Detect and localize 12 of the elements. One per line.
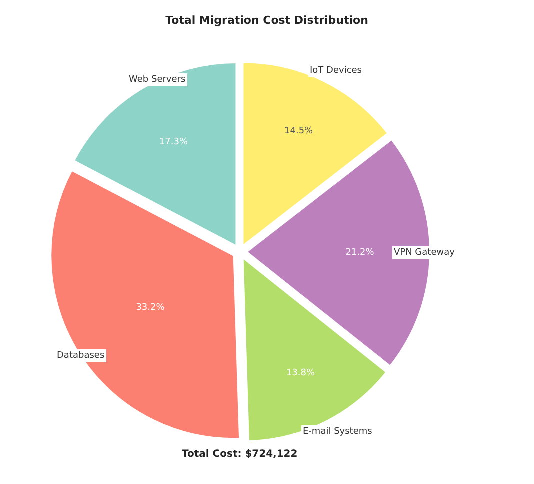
data-label: 17.3% <box>159 138 188 148</box>
data-label: 21.2% <box>346 248 375 258</box>
data-label: 14.5% <box>284 126 314 136</box>
data-label: 33.2% <box>136 302 166 313</box>
slice-label: E-mail Systems <box>303 427 373 437</box>
text: Total Cost: $724,122 <box>182 449 298 460</box>
slice-label: VPN Gateway <box>394 248 456 258</box>
chart-title: Total Migration Cost Distribution <box>166 14 368 27</box>
data-label: 13.8% <box>286 368 316 379</box>
slice-label: Web Servers <box>129 75 186 85</box>
slice-label: IoT Devices <box>310 66 362 76</box>
slice-label: Databases <box>57 351 105 361</box>
